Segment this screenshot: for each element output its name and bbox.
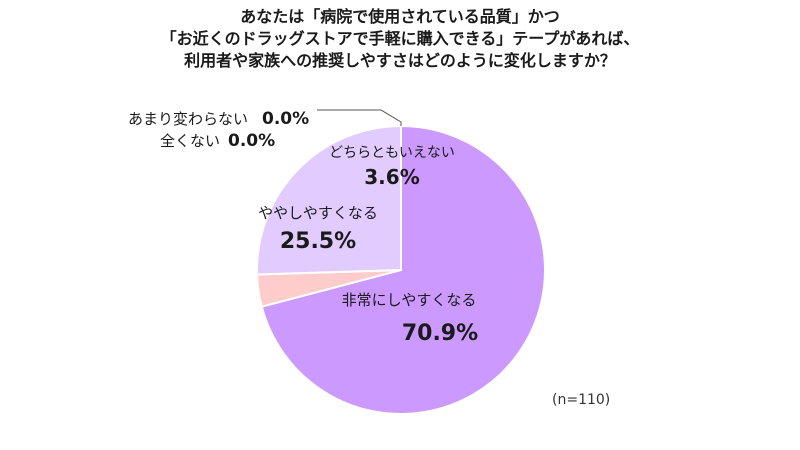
- slice-value-3: 0.0%: [262, 109, 309, 129]
- slice-label-5: ややしやすくなる: [258, 204, 378, 222]
- title-line-1: あなたは「病院で使用されている品質」かつ: [240, 7, 560, 26]
- slice-label-2: 全くない: [160, 132, 220, 150]
- sample-size-label: (n=110): [552, 392, 611, 408]
- slice-label-3: あまり変わらない: [128, 110, 248, 128]
- title-line-2: 「お近くのドラッグストアで手軽に購入できる」テープがあれば、: [160, 29, 640, 48]
- slice-value-5: 25.5%: [280, 229, 356, 254]
- slice-label-1: 非常にしやすくなる: [342, 291, 477, 309]
- title-line-3: 利用者や家族への推奨しやすさはどのように変化しますか？: [184, 51, 616, 70]
- pie-slice-1: [260, 124, 546, 415]
- leader-line: [317, 109, 402, 126]
- pie-slice-5: [256, 124, 402, 276]
- slice-value-1: 70.9%: [402, 321, 478, 346]
- slice-value-2: 0.0%: [228, 131, 275, 151]
- slice-label-4: どちらともいえない: [329, 145, 455, 161]
- chart-title: あなたは「病院で使用されている品質」かつ 「お近くのドラッグストアで手軽に購入で…: [0, 6, 800, 72]
- slice-value-4: 3.6%: [364, 165, 419, 189]
